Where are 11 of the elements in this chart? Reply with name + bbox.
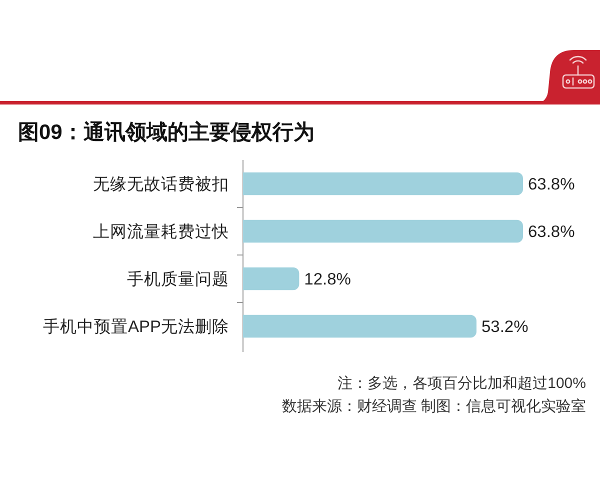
y-tick-label: 无缘无故话费被扣 xyxy=(93,174,229,194)
chart-title: 图09：通讯领域的主要侵权行为 xyxy=(18,120,314,144)
source-note: 数据来源：财经调查 制图：信息可视化实验室 xyxy=(282,398,586,415)
y-tick-label: 手机质量问题 xyxy=(127,270,229,289)
text: 注：多选，各项百分比加和超过100% xyxy=(338,375,586,392)
y-tick-label: 上网流量耗费过快 xyxy=(93,222,229,242)
y-tick-label: 手机中预置APP无法删除 xyxy=(42,317,229,336)
data-label: 12.8% xyxy=(304,270,352,289)
data-label: 63.8% xyxy=(528,176,576,194)
data-label: 53.2% xyxy=(481,318,529,336)
data-label: 63.8% xyxy=(528,223,576,242)
